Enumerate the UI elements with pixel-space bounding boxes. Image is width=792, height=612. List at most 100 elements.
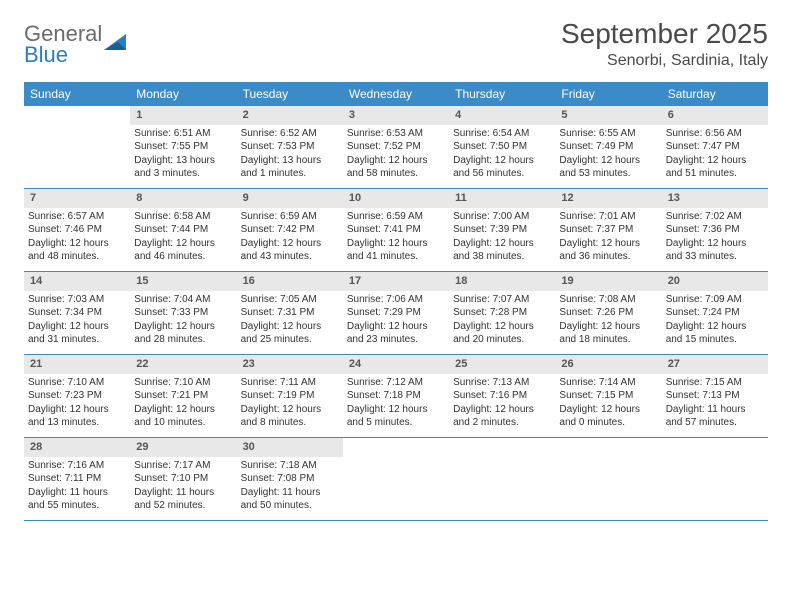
daylight-text: Daylight: 12 hours and 5 minutes. [347, 403, 445, 430]
day-body: Sunrise: 6:57 AMSunset: 7:46 PMDaylight:… [24, 208, 130, 268]
daylight-text: Daylight: 11 hours and 52 minutes. [134, 486, 232, 513]
week-row: 14Sunrise: 7:03 AMSunset: 7:34 PMDayligh… [24, 272, 768, 355]
day-cell: 27Sunrise: 7:15 AMSunset: 7:13 PMDayligh… [662, 355, 768, 437]
daylight-text: Daylight: 11 hours and 50 minutes. [241, 486, 339, 513]
day-cell: 12Sunrise: 7:01 AMSunset: 7:37 PMDayligh… [555, 189, 661, 271]
location: Senorbi, Sardinia, Italy [561, 52, 768, 70]
sunrise-text: Sunrise: 7:09 AM [666, 293, 764, 307]
weekday-label: Monday [130, 82, 236, 106]
day-number: 22 [130, 355, 236, 374]
day-body: Sunrise: 7:14 AMSunset: 7:15 PMDaylight:… [555, 374, 661, 434]
day-body: Sunrise: 6:58 AMSunset: 7:44 PMDaylight:… [130, 208, 236, 268]
sunset-text: Sunset: 7:42 PM [241, 223, 339, 237]
sunset-text: Sunset: 7:53 PM [241, 140, 339, 154]
daylight-text: Daylight: 11 hours and 57 minutes. [666, 403, 764, 430]
daylight-text: Daylight: 12 hours and 10 minutes. [134, 403, 232, 430]
sunset-text: Sunset: 7:36 PM [666, 223, 764, 237]
day-cell [555, 438, 661, 520]
calendar: SundayMondayTuesdayWednesdayThursdayFrid… [24, 82, 768, 521]
sunrise-text: Sunrise: 7:07 AM [453, 293, 551, 307]
sunset-text: Sunset: 7:18 PM [347, 389, 445, 403]
daylight-text: Daylight: 12 hours and 0 minutes. [559, 403, 657, 430]
day-number: 16 [237, 272, 343, 291]
day-number: 27 [662, 355, 768, 374]
sunset-text: Sunset: 7:28 PM [453, 306, 551, 320]
day-cell: 8Sunrise: 6:58 AMSunset: 7:44 PMDaylight… [130, 189, 236, 271]
day-number: 23 [237, 355, 343, 374]
day-number: 13 [662, 189, 768, 208]
day-cell [662, 438, 768, 520]
daylight-text: Daylight: 12 hours and 18 minutes. [559, 320, 657, 347]
sunset-text: Sunset: 7:41 PM [347, 223, 445, 237]
sunset-text: Sunset: 7:13 PM [666, 389, 764, 403]
sunrise-text: Sunrise: 6:57 AM [28, 210, 126, 224]
sunrise-text: Sunrise: 7:11 AM [241, 376, 339, 390]
day-body: Sunrise: 7:02 AMSunset: 7:36 PMDaylight:… [662, 208, 768, 268]
day-cell [24, 106, 130, 188]
day-number: 10 [343, 189, 449, 208]
sunrise-text: Sunrise: 6:52 AM [241, 127, 339, 141]
day-number: 25 [449, 355, 555, 374]
day-body: Sunrise: 6:53 AMSunset: 7:52 PMDaylight:… [343, 125, 449, 185]
sunrise-text: Sunrise: 6:54 AM [453, 127, 551, 141]
day-cell: 13Sunrise: 7:02 AMSunset: 7:36 PMDayligh… [662, 189, 768, 271]
sunrise-text: Sunrise: 6:56 AM [666, 127, 764, 141]
daylight-text: Daylight: 12 hours and 20 minutes. [453, 320, 551, 347]
daylight-text: Daylight: 12 hours and 46 minutes. [134, 237, 232, 264]
day-body: Sunrise: 6:55 AMSunset: 7:49 PMDaylight:… [555, 125, 661, 185]
daylight-text: Daylight: 12 hours and 8 minutes. [241, 403, 339, 430]
day-body: Sunrise: 7:01 AMSunset: 7:37 PMDaylight:… [555, 208, 661, 268]
day-body: Sunrise: 7:09 AMSunset: 7:24 PMDaylight:… [662, 291, 768, 351]
day-body: Sunrise: 7:15 AMSunset: 7:13 PMDaylight:… [662, 374, 768, 434]
day-number: 21 [24, 355, 130, 374]
sunrise-text: Sunrise: 6:59 AM [347, 210, 445, 224]
day-number: 7 [24, 189, 130, 208]
day-body: Sunrise: 7:13 AMSunset: 7:16 PMDaylight:… [449, 374, 555, 434]
daylight-text: Daylight: 12 hours and 53 minutes. [559, 154, 657, 181]
day-body: Sunrise: 7:06 AMSunset: 7:29 PMDaylight:… [343, 291, 449, 351]
day-cell: 4Sunrise: 6:54 AMSunset: 7:50 PMDaylight… [449, 106, 555, 188]
day-cell: 21Sunrise: 7:10 AMSunset: 7:23 PMDayligh… [24, 355, 130, 437]
sunrise-text: Sunrise: 7:08 AM [559, 293, 657, 307]
day-cell: 29Sunrise: 7:17 AMSunset: 7:10 PMDayligh… [130, 438, 236, 520]
title-block: September 2025 Senorbi, Sardinia, Italy [561, 18, 768, 70]
daylight-text: Daylight: 12 hours and 23 minutes. [347, 320, 445, 347]
weekday-label: Tuesday [237, 82, 343, 106]
weekday-label: Sunday [24, 82, 130, 106]
daylight-text: Daylight: 13 hours and 3 minutes. [134, 154, 232, 181]
day-cell: 2Sunrise: 6:52 AMSunset: 7:53 PMDaylight… [237, 106, 343, 188]
weekday-label: Saturday [662, 82, 768, 106]
weekday-row: SundayMondayTuesdayWednesdayThursdayFrid… [24, 82, 768, 106]
day-cell: 16Sunrise: 7:05 AMSunset: 7:31 PMDayligh… [237, 272, 343, 354]
daylight-text: Daylight: 13 hours and 1 minutes. [241, 154, 339, 181]
day-cell: 5Sunrise: 6:55 AMSunset: 7:49 PMDaylight… [555, 106, 661, 188]
day-body: Sunrise: 7:07 AMSunset: 7:28 PMDaylight:… [449, 291, 555, 351]
daylight-text: Daylight: 12 hours and 2 minutes. [453, 403, 551, 430]
day-body: Sunrise: 7:05 AMSunset: 7:31 PMDaylight:… [237, 291, 343, 351]
day-cell: 26Sunrise: 7:14 AMSunset: 7:15 PMDayligh… [555, 355, 661, 437]
sunrise-text: Sunrise: 7:13 AM [453, 376, 551, 390]
day-number: 14 [24, 272, 130, 291]
day-body: Sunrise: 7:16 AMSunset: 7:11 PMDaylight:… [24, 457, 130, 517]
sunset-text: Sunset: 7:37 PM [559, 223, 657, 237]
daylight-text: Daylight: 12 hours and 28 minutes. [134, 320, 232, 347]
logo-line2: Blue [24, 42, 68, 67]
day-cell: 17Sunrise: 7:06 AMSunset: 7:29 PMDayligh… [343, 272, 449, 354]
day-cell: 22Sunrise: 7:10 AMSunset: 7:21 PMDayligh… [130, 355, 236, 437]
day-number: 1 [130, 106, 236, 125]
sunset-text: Sunset: 7:46 PM [28, 223, 126, 237]
day-cell: 28Sunrise: 7:16 AMSunset: 7:11 PMDayligh… [24, 438, 130, 520]
daylight-text: Daylight: 12 hours and 36 minutes. [559, 237, 657, 264]
day-number: 3 [343, 106, 449, 125]
sunset-text: Sunset: 7:34 PM [28, 306, 126, 320]
sunrise-text: Sunrise: 7:04 AM [134, 293, 232, 307]
daylight-text: Daylight: 12 hours and 48 minutes. [28, 237, 126, 264]
sunset-text: Sunset: 7:39 PM [453, 223, 551, 237]
sunset-text: Sunset: 7:26 PM [559, 306, 657, 320]
day-number: 20 [662, 272, 768, 291]
weekday-label: Wednesday [343, 82, 449, 106]
week-row: 1Sunrise: 6:51 AMSunset: 7:55 PMDaylight… [24, 106, 768, 189]
sunset-text: Sunset: 7:08 PM [241, 472, 339, 486]
daylight-text: Daylight: 12 hours and 15 minutes. [666, 320, 764, 347]
day-body: Sunrise: 6:51 AMSunset: 7:55 PMDaylight:… [130, 125, 236, 185]
